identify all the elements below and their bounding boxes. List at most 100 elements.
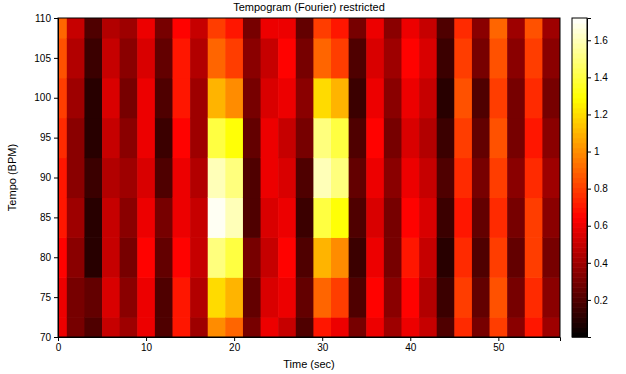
heat-cell	[208, 158, 226, 198]
tick-mark	[587, 263, 591, 264]
heat-cell	[137, 277, 155, 317]
tick: 1.4	[587, 72, 608, 83]
heat-cell	[525, 237, 543, 277]
heat-cell	[384, 237, 402, 277]
heat-cell	[137, 18, 155, 39]
heat-cell	[419, 197, 437, 237]
x-axis-line	[59, 338, 561, 342]
heat-cell	[384, 38, 402, 78]
colorbar-axis: 0.20.40.60.811.21.41.6	[587, 19, 608, 338]
heat-cell	[155, 317, 173, 337]
heat-cell	[58, 197, 67, 237]
heat-cell	[472, 118, 490, 158]
heat-cell	[366, 158, 384, 198]
colorbar-swatch	[572, 128, 587, 134]
heat-cell	[401, 197, 419, 237]
heat-cell	[384, 317, 402, 337]
heat-cell	[313, 237, 331, 277]
heat-cell	[102, 237, 120, 277]
tick-mark	[587, 77, 591, 78]
heat-cell	[102, 38, 120, 78]
heat-cell	[137, 158, 155, 198]
cells	[58, 18, 560, 337]
tick-label: 110	[35, 13, 51, 24]
tick: 70	[40, 332, 58, 343]
colorbar-swatch	[572, 93, 587, 99]
heat-cell	[384, 158, 402, 198]
heat-cell	[172, 38, 190, 78]
colorbar-swatch	[572, 48, 587, 54]
tick-mark	[54, 138, 58, 139]
heat-cell	[472, 277, 490, 317]
heat-cell	[437, 317, 455, 337]
heat-cell	[84, 78, 102, 118]
colorbar-swatch	[572, 173, 587, 179]
tick-mark	[587, 300, 591, 301]
tick-mark	[234, 337, 235, 341]
heat-cell	[120, 38, 138, 78]
heat-cell	[261, 18, 279, 39]
heat-cell	[155, 277, 173, 317]
tick: 50	[493, 337, 505, 353]
heat-cell	[472, 158, 490, 198]
colorbar-frame	[572, 18, 587, 337]
heat-cell	[490, 277, 508, 317]
heat-cell	[454, 197, 472, 237]
heat-cell	[331, 237, 349, 277]
heat-cell	[84, 277, 102, 317]
tick: 90	[40, 172, 58, 183]
tick-mark	[54, 178, 58, 179]
colorbar-swatch	[572, 312, 587, 318]
colorbar-swatch	[572, 98, 587, 104]
heat-cell	[155, 18, 173, 39]
tick-label: 0.6	[594, 220, 608, 231]
heat-cell	[278, 38, 296, 78]
heat-cell	[67, 78, 85, 118]
heat-cell	[366, 38, 384, 78]
heat-cell	[454, 158, 472, 198]
heat-cell	[437, 118, 455, 158]
heat-cell	[366, 277, 384, 317]
heat-cell	[313, 197, 331, 237]
heat-cell	[172, 118, 190, 158]
tick-mark	[54, 297, 58, 298]
tick-label: 100	[34, 92, 51, 103]
heat-cell	[58, 118, 67, 158]
heat-cell	[437, 277, 455, 317]
heat-cell	[525, 277, 543, 317]
heat-cell	[419, 78, 437, 118]
heat-cell	[225, 237, 243, 277]
tick: 1	[587, 146, 600, 157]
heat-cell	[542, 317, 560, 337]
heat-cell	[542, 18, 560, 39]
tick: 75	[40, 292, 58, 303]
heat-cell	[208, 237, 226, 277]
colorbar-swatch	[572, 78, 587, 84]
tick-label: 80	[40, 252, 52, 263]
heat-cell	[331, 197, 349, 237]
heat-cell	[67, 277, 85, 317]
heat-cell	[84, 317, 102, 337]
heat-cell	[384, 78, 402, 118]
heat-cell	[120, 237, 138, 277]
tick: 110	[35, 13, 58, 24]
heat-cell	[120, 118, 138, 158]
colorbar-swatch	[572, 322, 587, 328]
heat-cell	[349, 277, 367, 317]
heat-cell	[67, 317, 85, 337]
tick: 105	[34, 53, 58, 64]
heat-cell	[349, 118, 367, 158]
heat-cell	[366, 237, 384, 277]
heat-cell	[296, 237, 314, 277]
heat-cell	[67, 38, 85, 78]
tick-label: 1.4	[594, 72, 608, 83]
heat-cell	[542, 38, 560, 78]
colorbar: 0.20.40.60.811.21.41.6	[572, 18, 608, 338]
colorbar-swatch	[572, 197, 587, 203]
heat-cell	[278, 237, 296, 277]
tick: 30	[317, 337, 329, 353]
heat-cell	[243, 118, 261, 158]
heat-cell	[472, 38, 490, 78]
colorbar-swatch	[572, 63, 587, 69]
heat-cell	[208, 317, 226, 337]
